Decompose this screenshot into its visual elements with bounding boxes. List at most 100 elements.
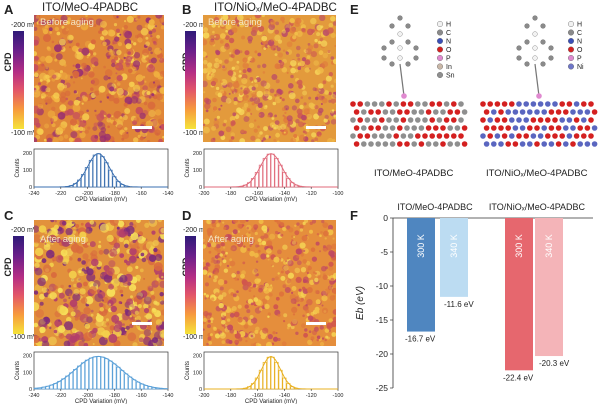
ito-atom [357, 101, 363, 107]
legend-right-label: H [577, 22, 582, 29]
niox-atom [566, 101, 573, 107]
histogram-plot: -200 -180 -160 -140 -120 -100 CPD Variation (m… [185, 148, 344, 203]
phosphorus-atom [536, 93, 542, 99]
ito-atom [425, 141, 432, 147]
molecule-atom [524, 61, 530, 67]
x-tick-label: -160 [252, 393, 263, 399]
histogram-bar [270, 153, 275, 188]
ito-atom [458, 133, 464, 139]
ito-atom [386, 101, 392, 107]
niox-atom [577, 141, 583, 147]
niox-atom [545, 133, 551, 139]
legend-left-swatch [436, 55, 443, 62]
molecule-atom [413, 45, 419, 51]
panel-label-a: A [4, 2, 14, 17]
colorbar-b [185, 31, 196, 129]
niox-atom [555, 125, 562, 131]
ito-atom [418, 141, 425, 147]
ito-atom [425, 109, 432, 115]
cbar-label-c: CPD [3, 257, 13, 277]
x-tick-label: -140 [162, 393, 173, 399]
niox-atom [512, 141, 519, 147]
binding-energy-chart: 0 -5 -10 -15 -20 -25 Eb (eV) ITO/MeO-4PADBC ITO/… [355, 202, 593, 393]
ito-atom [404, 125, 410, 131]
histogram-b: -200 -180 -160 -140 -120 -100 CPD Variation (m… [184, 146, 344, 203]
histogram-bar [116, 366, 121, 390]
legend-left-label: N [446, 39, 451, 46]
ito-atom [433, 109, 439, 115]
niox-atom [545, 101, 551, 107]
scale-bar-b [306, 126, 326, 129]
niox-atom [505, 109, 511, 115]
condition-label-a: Before aging [40, 17, 94, 28]
molecule-atom [397, 45, 403, 51]
ito-atom [451, 133, 457, 139]
molecule-atom [397, 55, 403, 61]
ito-atom [389, 141, 396, 147]
niox-atom [573, 101, 580, 107]
ito-atom [404, 109, 410, 115]
legend-right-swatch [567, 38, 574, 45]
histogram-bar [80, 362, 85, 390]
niox-atom [519, 109, 526, 115]
y-tick-label: 200 [23, 354, 32, 360]
ito-atom [400, 117, 407, 123]
histogram-plot: -240 -220 -200 -180 -160 -140 CPD Variation (m… [15, 351, 174, 404]
niox-atom [537, 117, 544, 123]
x-axis-label: CPD Variation (mV) [75, 399, 127, 404]
ito-atom [357, 133, 363, 139]
ito-atom [353, 109, 360, 115]
histogram-bar [84, 359, 89, 390]
y-tick-label: 200 [193, 151, 202, 157]
panel-title-b: ITO/NiOₓ/MeO-4PADBC [214, 2, 337, 14]
molecule-atom [540, 39, 546, 45]
ito-atom [400, 101, 407, 107]
legend-right-label: Ni [577, 64, 584, 71]
niox-atom [570, 141, 576, 147]
histogram-bar [100, 356, 105, 390]
ito-atom [422, 101, 428, 107]
bar-value-label: -16.7 eV [405, 335, 436, 344]
ito-atom [393, 117, 399, 123]
afm-map-a [34, 15, 164, 142]
histogram-bar [120, 370, 125, 390]
niox-atom [519, 125, 526, 131]
histogram-bar [65, 375, 70, 390]
ito-atom [389, 109, 396, 115]
ito-atom [364, 101, 371, 107]
niox-atom [584, 109, 591, 115]
ito-atom [425, 125, 432, 131]
niox-atom [555, 141, 562, 147]
histogram-bar [88, 159, 93, 188]
ito-atom [361, 109, 367, 115]
afm-map-c [34, 220, 164, 346]
bar [407, 218, 435, 332]
ito-atom [433, 125, 439, 131]
y-tick-label: 0 [199, 387, 202, 393]
cbar-label-a: CPD [3, 52, 13, 72]
histogram-bar [73, 369, 78, 390]
x-axis-label: CPD Variation (mV) [245, 197, 297, 202]
x-tick-label: -220 [55, 191, 66, 197]
scale-bar-c [132, 322, 152, 325]
niox-atom [491, 125, 497, 131]
bar-value-label: -20.3 eV [539, 359, 570, 368]
niox-atom [559, 101, 565, 107]
niox-atom [552, 117, 558, 123]
legend-right-swatch [567, 20, 574, 27]
ito-atom [386, 133, 392, 139]
ito-atom [458, 117, 464, 123]
afm-map-d [203, 220, 336, 346]
x-tick-label: -140 [162, 191, 173, 197]
group-label: ITO/NiOₓ/MeO-4PADBC [489, 202, 586, 212]
histogram-bar [128, 376, 133, 390]
niox-atom [573, 133, 580, 139]
histogram-bar [124, 373, 129, 390]
niox-atom [494, 133, 501, 139]
y-axis-label: Counts [185, 361, 191, 380]
niox-atom [501, 117, 508, 123]
y-tick-label: 100 [193, 370, 202, 376]
histogram-bar [270, 356, 275, 390]
histogram-bar [92, 154, 97, 188]
niox-atom [566, 133, 573, 139]
